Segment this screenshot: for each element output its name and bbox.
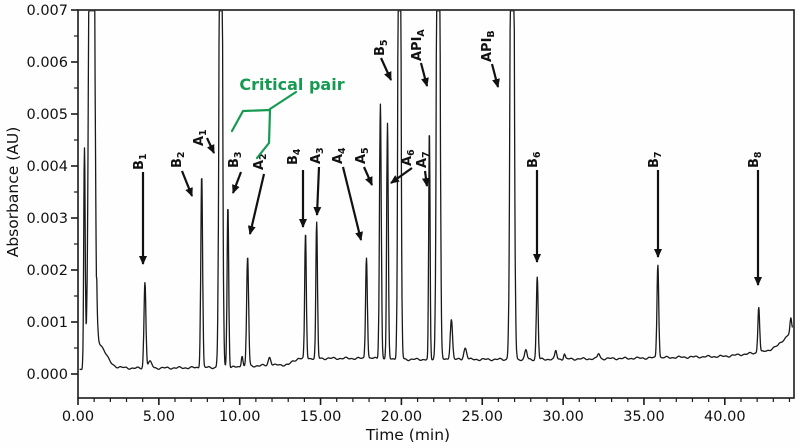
x-tick-label: 35.00 — [623, 409, 665, 425]
peak-arrow-A6 — [390, 167, 413, 184]
y-tick-label: 0.005 — [26, 107, 68, 123]
y-tick-label: 0.007 — [26, 3, 68, 19]
peak-label-B6: B6 — [526, 151, 543, 168]
peak-label-APIB: APIB — [480, 30, 497, 62]
peak-arrow-APIB — [490, 63, 500, 88]
peak-label-sub-B6: 6 — [532, 151, 543, 158]
peak-arrow-A1 — [206, 137, 215, 154]
y-tick-label: 0.004 — [26, 159, 68, 175]
peak-label-sub-A4: 4 — [337, 147, 348, 154]
x-tick-label: 30.00 — [542, 409, 584, 425]
y-tick-labels: 0.000 0.001 0.002 0.003 0.004 0.005 0.006 0.007 — [26, 3, 68, 383]
y-tick-label: 0.001 — [26, 315, 68, 331]
critical-pair-annotation: Critical pair — [230, 75, 345, 160]
peak-label-sub-A3: 3 — [315, 147, 326, 154]
y-tick-label: 0.003 — [26, 211, 68, 227]
x-tick-label: 5.00 — [143, 409, 175, 425]
peak-label-B1: B1 — [132, 153, 149, 170]
peak-label-sub-B3: 3 — [233, 151, 244, 158]
peak-label-sub-A7: 7 — [421, 151, 432, 158]
peak-label-sub-A2: 2 — [258, 153, 269, 160]
y-tick-label: 0.000 — [26, 367, 68, 383]
critical-pair-bracket — [230, 108, 272, 160]
peak-label-sub-B5: 5 — [379, 39, 390, 46]
x-tick-label: 0.00 — [62, 409, 94, 425]
x-tick-label: 15.00 — [300, 409, 342, 425]
peak-label-APIA: APIA — [410, 29, 427, 61]
peak-label-sub-B2: 2 — [176, 151, 187, 158]
peak-arrow-B2 — [180, 170, 194, 197]
x-tick-label: 20.00 — [381, 409, 423, 425]
peak-label-sub-B8: 8 — [753, 151, 764, 158]
peak-label-A1: A1 — [192, 129, 209, 146]
peak-label-sub-B1: 1 — [138, 153, 149, 160]
peak-label-A5: A5 — [354, 147, 371, 164]
peak-arrow-A7 — [421, 170, 430, 187]
x-tick-label: 25.00 — [461, 409, 503, 425]
peak-arrow-A3 — [313, 166, 322, 216]
peak-label-sub-A5: 5 — [360, 147, 371, 154]
peak-label-sub-APIA: A — [416, 29, 427, 37]
peak-label-B3: B3 — [227, 151, 244, 168]
peak-arrow-B5 — [379, 57, 393, 81]
peak-label-B8: B8 — [747, 151, 764, 168]
x-tick-label: 10.00 — [219, 409, 261, 425]
x-axis-title: Time (min) — [365, 426, 450, 444]
peak-arrow-A2 — [247, 173, 266, 235]
peak-label-B5: B5 — [373, 39, 390, 56]
x-tick-labels: 0.00 5.00 10.00 15.00 20.00 25.00 30.00 35.00 40… — [62, 409, 746, 425]
peak-arrow-APIA — [419, 62, 429, 87]
peak-label-sub-A6: 6 — [406, 149, 417, 156]
chromatogram-trace — [79, 10, 794, 371]
peak-label-A7: A7 — [415, 151, 432, 168]
peak-label-sub-APIB: B — [486, 30, 497, 37]
peak-label-A4: A4 — [331, 147, 348, 164]
peak-label-A2: A2 — [252, 153, 269, 170]
peak-label-B7: B7 — [647, 151, 664, 168]
y-tick-label: 0.002 — [26, 263, 68, 279]
peak-arrow-B3 — [231, 171, 243, 194]
peak-label-B2: B2 — [170, 151, 187, 168]
peak-arrow-A5 — [362, 166, 374, 186]
plot-frame — [77, 9, 795, 399]
peak-label-A3: A3 — [309, 147, 326, 164]
peak-label-sub-B4: 4 — [292, 148, 303, 155]
critical-pair-label: Critical pair — [239, 75, 344, 94]
x-tick-label: 40.00 — [704, 409, 746, 425]
peak-label-sub-B7: 7 — [653, 151, 664, 158]
axis-ticks — [71, 9, 791, 405]
peak-label-B4: B4 — [286, 148, 303, 165]
y-tick-label: 0.006 — [26, 55, 68, 71]
peak-arrow-A4 — [341, 166, 363, 241]
peak-label-sub-A1: 1 — [198, 129, 209, 136]
critical-pair-bracket — [268, 90, 298, 111]
y-axis-title: Absorbance (AU) — [4, 127, 22, 258]
